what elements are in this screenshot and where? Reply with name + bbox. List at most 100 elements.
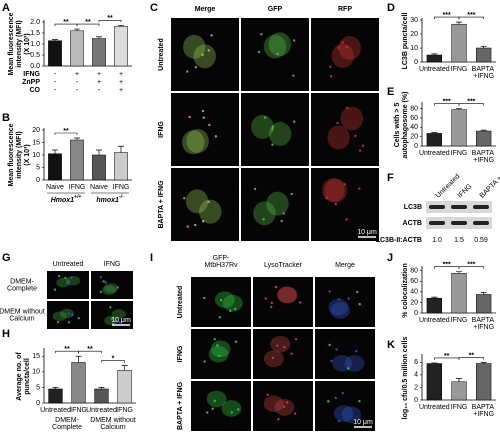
puncta <box>218 316 221 319</box>
micrograph <box>170 167 240 242</box>
puncta <box>77 317 80 320</box>
panel-letter: B <box>2 112 10 124</box>
cell <box>263 34 287 59</box>
puncta <box>201 220 205 223</box>
y-axis-label: (X 10³) <box>24 33 31 54</box>
micrograph <box>310 17 380 92</box>
micrograph <box>314 380 376 432</box>
puncta <box>341 41 344 44</box>
micrograph <box>46 270 90 300</box>
row-label: Untreated <box>158 38 165 71</box>
puncta <box>292 39 296 42</box>
puncta <box>67 321 71 324</box>
x-tick-label: Untreated <box>419 317 450 324</box>
puncta <box>354 134 357 138</box>
significance-label: *** <box>443 12 451 19</box>
error-bar <box>456 378 462 382</box>
bar <box>476 130 492 147</box>
puncta <box>213 338 216 341</box>
row-label: IFNG <box>177 345 184 362</box>
cell <box>206 390 227 408</box>
x-tick-label: Naive <box>90 184 108 191</box>
significance-bracket <box>98 20 122 23</box>
bar <box>451 381 467 401</box>
error-bar <box>98 387 105 389</box>
x-tick-label: Untreated <box>419 404 450 411</box>
error-bar <box>480 362 487 364</box>
micrograph <box>252 328 314 380</box>
error-bar <box>480 129 487 132</box>
ratio-value: 1.5 <box>454 237 464 244</box>
error-bar <box>456 21 462 25</box>
y-tick-label: 40 <box>410 289 418 296</box>
puncta <box>328 290 331 293</box>
bar <box>71 362 86 404</box>
y-tick-label: 30 <box>410 17 418 24</box>
bar <box>476 294 492 314</box>
puncta <box>294 338 298 341</box>
y-tick-label: 80 <box>410 267 418 274</box>
significance-label: ** <box>63 128 69 135</box>
cell <box>186 129 209 154</box>
puncta <box>292 74 295 77</box>
y-axis-label: autophagosome (%) <box>402 92 409 159</box>
condition-name: ZnPP <box>22 79 40 86</box>
puncta <box>216 344 219 347</box>
x-tick-label: IFNG <box>116 407 133 414</box>
bar <box>70 139 84 181</box>
puncta <box>203 296 206 300</box>
genotype: +/+ <box>74 194 81 200</box>
cell <box>328 298 349 316</box>
cell <box>268 32 292 57</box>
blot-band <box>473 221 489 225</box>
cell <box>102 285 117 295</box>
puncta <box>207 49 210 52</box>
puncta <box>347 297 350 300</box>
x-tick-label: IFNG <box>69 184 86 191</box>
scale-bar-label: 10 μm <box>111 317 131 324</box>
y-tick-label: 10 <box>410 45 418 52</box>
puncta <box>66 282 69 285</box>
y-tick-label: 60 <box>410 115 418 122</box>
puncta <box>277 417 280 421</box>
gene: Hmox1 <box>51 197 74 204</box>
x-tick-label: BAPTA +IFNG <box>472 66 496 80</box>
blot-column-label: BAPTA + IFNG <box>479 162 500 200</box>
cell <box>222 294 243 312</box>
puncta <box>71 313 74 317</box>
puncta <box>329 75 333 78</box>
y-axis-label: % colocalization <box>402 263 409 317</box>
condition-sign: - <box>76 79 79 86</box>
bar <box>48 153 62 181</box>
column-label: MtbH37Rv <box>204 262 238 269</box>
column-label: Merge <box>195 6 216 13</box>
y-tick-label: 20 <box>410 31 418 38</box>
cell <box>111 309 126 319</box>
row-label: BAPTA + IFNG <box>177 381 184 430</box>
significance-label: ** <box>107 15 113 22</box>
y-tick-label: 20 <box>410 299 418 306</box>
puncta <box>282 212 285 215</box>
significance-bracket <box>458 266 484 269</box>
significance-label: *** <box>467 99 475 106</box>
cell <box>277 286 298 304</box>
error-bar <box>96 36 102 39</box>
significance-bracket <box>458 103 484 106</box>
puncta <box>338 298 341 301</box>
row-label: BAPTA + IFNG <box>158 180 165 229</box>
puncta <box>186 225 189 228</box>
bar <box>117 370 132 404</box>
x-tick-label: IFNG <box>451 150 468 157</box>
column-label: GFP <box>268 6 283 13</box>
error-bar <box>74 28 80 31</box>
micrograph <box>190 276 252 328</box>
significance-bracket <box>458 357 484 360</box>
puncta <box>298 301 302 304</box>
group-label: Complete <box>52 424 82 431</box>
error-bar <box>52 149 58 154</box>
cell <box>59 308 74 319</box>
puncta <box>290 192 293 196</box>
significance-bracket <box>78 350 102 354</box>
blot-band <box>429 221 445 225</box>
cell <box>327 125 350 150</box>
